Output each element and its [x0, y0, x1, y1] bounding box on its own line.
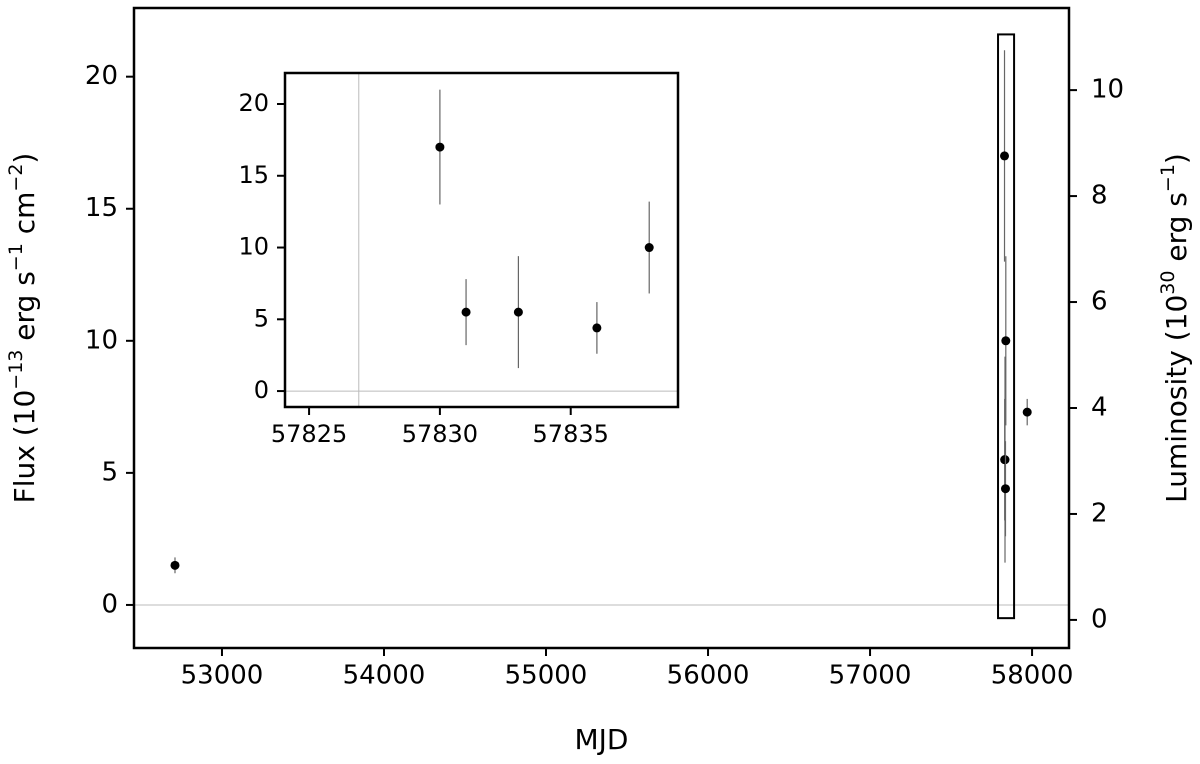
- y-tick-label: 20: [85, 61, 118, 91]
- y-tick-label: 5: [254, 304, 269, 332]
- y-tick-label: 20: [238, 89, 269, 117]
- axes-frame: [132, 6, 1071, 650]
- data-point: [592, 323, 602, 333]
- x-axis-label: MJD: [575, 723, 629, 756]
- data-point: [1000, 484, 1010, 494]
- y2-tick-label: 8: [1091, 181, 1108, 211]
- data-point: [1000, 151, 1010, 161]
- data-point: [461, 307, 471, 317]
- data-point: [1001, 336, 1011, 346]
- y-tick-label: 0: [254, 376, 269, 404]
- label-superscript: −1: [5, 243, 27, 271]
- data-point: [644, 243, 654, 253]
- label-superscript: 30: [1157, 271, 1179, 295]
- x-tick-label: 55000: [505, 661, 588, 691]
- label-text: Flux (10: [8, 390, 41, 504]
- y-tick-label: 10: [238, 233, 269, 261]
- label-text: Luminosity (10: [1160, 295, 1193, 503]
- y2-axis-label: Luminosity (1030 erg s−1): [1157, 153, 1194, 503]
- x-tick-label: 57830: [402, 420, 478, 448]
- data-point: [513, 307, 523, 317]
- data-point: [435, 142, 445, 152]
- label-superscript: −13: [5, 350, 27, 390]
- y-tick-label: 0: [101, 589, 118, 619]
- y-tick-label: 15: [238, 161, 269, 189]
- label-text: ): [1160, 153, 1193, 164]
- label-text: ): [8, 153, 41, 164]
- label-text: cm: [8, 192, 41, 244]
- y2-tick-label: 10: [1091, 75, 1124, 105]
- plot-area: [285, 73, 678, 407]
- y2-tick-label: 4: [1091, 393, 1108, 423]
- y-tick-label: 15: [85, 193, 118, 223]
- y2-tick-label: 6: [1091, 287, 1108, 317]
- label-superscript: −2: [5, 164, 27, 192]
- x-tick-label: 57825: [271, 420, 347, 448]
- y-axis-label: Flux (10−13 erg s−1 cm−2): [5, 153, 42, 504]
- x-tick-label: 56000: [667, 661, 750, 691]
- y2-tick-label: 2: [1091, 498, 1108, 528]
- x-tick-label: 57000: [829, 661, 912, 691]
- x-tick-label: 53000: [181, 661, 264, 691]
- x-tick-label: 58000: [991, 661, 1074, 691]
- data-point: [1022, 407, 1032, 417]
- label-text: erg s: [8, 271, 41, 349]
- axes-frame: [283, 71, 680, 409]
- x-tick-label: 57835: [533, 420, 609, 448]
- inset-region: [997, 33, 1016, 620]
- data-point: [170, 560, 180, 570]
- y-tick-label: 10: [85, 325, 118, 355]
- y2-tick-label: 0: [1091, 604, 1108, 634]
- label-text: erg s: [1160, 192, 1193, 270]
- y-tick-label: 5: [101, 457, 118, 487]
- x-tick-label: 54000: [343, 661, 426, 691]
- label-superscript: −1: [1157, 164, 1179, 192]
